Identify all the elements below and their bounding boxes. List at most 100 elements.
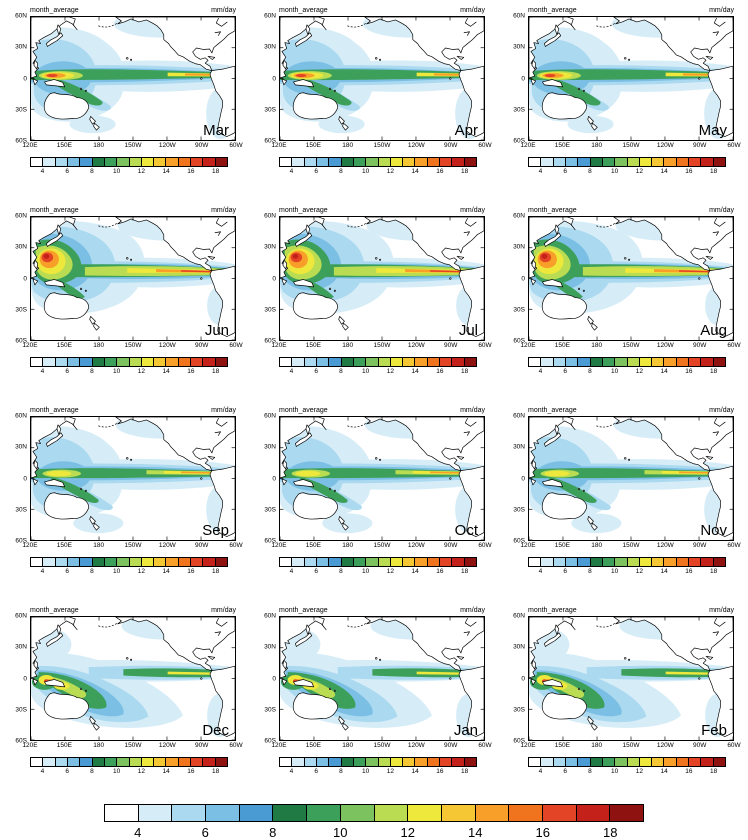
- mini-colorbar-labels: 4 6 8 10 12 14 16 18: [528, 167, 726, 176]
- lat-tick-label: 30S: [264, 106, 276, 114]
- month-label: Aug: [700, 322, 727, 339]
- mini-colorbar-box: [529, 158, 542, 166]
- lon-tick-label: 60W: [478, 142, 492, 149]
- lat-tick-label: 60N: [15, 212, 27, 220]
- map-panel: month_average mm/day 60N 30N 0 30S 60S Jul 1…: [261, 206, 492, 376]
- mini-colorbar-box: [129, 158, 142, 166]
- mini-colorbar-box: [104, 358, 118, 366]
- mini-colorbar-box: [166, 358, 179, 366]
- mini-colorbar-box: [178, 758, 192, 766]
- mini-colorbar-tick-label: 12: [635, 168, 643, 175]
- mini-colorbar-tick-label: 6: [65, 168, 69, 175]
- mini-colorbar-boxes: [30, 157, 228, 167]
- mini-colorbar-tick-label: 8: [339, 568, 343, 575]
- mini-colorbar-tick-label: 4: [289, 568, 294, 575]
- mini-colorbar-boxes: [528, 757, 726, 767]
- lat-tick-label: 30S: [513, 106, 525, 114]
- mini-colorbar-boxes: [528, 157, 726, 167]
- panel-title: month_average: [30, 207, 79, 214]
- mini-colorbar-box: [154, 158, 167, 166]
- lon-tick-label: 180: [93, 342, 105, 349]
- mini-colorbar-box: [178, 158, 192, 166]
- lat-axis: 60N 30N 0 30S 60S: [510, 613, 528, 745]
- mini-colorbar-box: [304, 158, 317, 166]
- mini-colorbar-tick-label: 12: [386, 368, 394, 375]
- mini-colorbar-box: [689, 558, 702, 566]
- mini-colorbar-boxes: [528, 357, 726, 367]
- lat-tick-label: 0: [521, 75, 525, 82]
- mini-colorbar-box: [713, 558, 725, 566]
- mini-colorbar-tick-label: 8: [339, 368, 343, 375]
- lon-tick-label: 150W: [622, 142, 640, 149]
- mini-colorbar-box: [664, 358, 677, 366]
- mini-colorbar-box: [353, 358, 367, 366]
- month-label: Feb: [701, 722, 727, 739]
- mini-colorbar-box: [440, 758, 453, 766]
- mini-colorbar-box: [366, 358, 379, 366]
- lat-axis: 60N 30N 0 30S 60S: [261, 413, 279, 545]
- panel-title: month_average: [279, 7, 328, 14]
- mini-colorbar-box: [341, 158, 354, 166]
- shared-colorbar-box: [340, 805, 375, 821]
- mini-colorbar-tick-label: 8: [588, 368, 592, 375]
- panel-units-label: mm/day: [709, 207, 734, 214]
- lon-axis: 120E 150E 180 150W 120W 90W 60W: [271, 541, 491, 550]
- mini-colorbar-tick-label: 16: [436, 568, 444, 575]
- mini-colorbar-tick-label: 4: [538, 768, 543, 775]
- mini-colorbar-box: [415, 158, 428, 166]
- map-canvas: Oct: [279, 416, 485, 541]
- mini-colorbar-box: [166, 758, 179, 766]
- mini-colorbar-box: [129, 558, 142, 566]
- panel-title: month_average: [30, 407, 79, 414]
- mini-colorbar-box: [292, 758, 305, 766]
- mini-colorbar-box: [440, 158, 453, 166]
- mini-colorbar-box: [178, 358, 192, 366]
- mini-colorbar-tick-label: 14: [411, 168, 419, 175]
- mini-colorbar-tick-label: 14: [162, 168, 170, 175]
- mini-colorbar-box: [378, 358, 391, 366]
- mini-colorbar-boxes: [30, 557, 228, 567]
- mini-colorbar-tick-label: 18: [461, 768, 469, 775]
- mini-colorbar-box: [191, 558, 204, 566]
- lon-tick-label: 150E: [56, 742, 72, 749]
- map-row: 60N 30N 0 30S 60S Oct: [261, 413, 485, 545]
- mini-colorbar-box: [627, 558, 640, 566]
- mini-colorbar-tick-label: 4: [40, 368, 45, 375]
- map-row: 60N 30N 0 30S 60S Jun: [12, 212, 236, 345]
- lat-tick-label: 30N: [15, 443, 27, 451]
- lon-tick-label: 180: [342, 742, 354, 749]
- panel-title: month_average: [279, 207, 328, 214]
- mini-colorbar-box: [676, 358, 690, 366]
- mini-colorbar-box: [427, 158, 441, 166]
- mini-colorbar-box: [403, 158, 416, 166]
- month-label: Jan: [453, 722, 478, 739]
- mini-colorbar-labels: 4 6 8 10 12 14 16 18: [279, 767, 477, 776]
- mini-colorbar-tick-label: 18: [212, 768, 220, 775]
- lat-tick-label: 0: [272, 675, 276, 682]
- panel-header: month_average mm/day: [30, 6, 236, 15]
- mini-colorbar-box: [689, 758, 702, 766]
- mini-colorbar-box: [178, 558, 192, 566]
- mini-colorbar-tick-label: 12: [137, 568, 145, 575]
- lon-tick-label: 120W: [158, 142, 176, 149]
- mini-colorbar-box: [191, 158, 204, 166]
- mini-colorbar-box: [55, 158, 68, 166]
- mini-colorbar-labels: 4 6 8 10 12 14 16 18: [279, 167, 477, 176]
- shared-colorbar-box: [172, 805, 207, 821]
- map-canvas: Jul: [279, 216, 485, 341]
- shared-colorbar-box: [307, 805, 341, 821]
- mini-colorbar-box: [464, 758, 476, 766]
- mini-colorbar-box: [701, 758, 714, 766]
- map-canvas: Nov: [528, 416, 734, 541]
- lat-tick-label: 30N: [513, 443, 525, 451]
- lat-tick-label: 60N: [264, 612, 276, 620]
- mini-colorbar-boxes: [30, 757, 228, 767]
- shared-colorbar-tick-label: 6: [201, 825, 209, 840]
- mini-colorbar-box: [565, 558, 579, 566]
- mini-colorbar-box: [31, 158, 44, 166]
- lon-tick-label: 90W: [194, 142, 209, 149]
- lon-tick-label: 180: [591, 742, 603, 749]
- mini-colorbar-tick-label: 16: [436, 768, 444, 775]
- panel-title: month_average: [279, 407, 328, 414]
- mini-colorbar-labels: 4 6 8 10 12 14 16 18: [30, 367, 228, 376]
